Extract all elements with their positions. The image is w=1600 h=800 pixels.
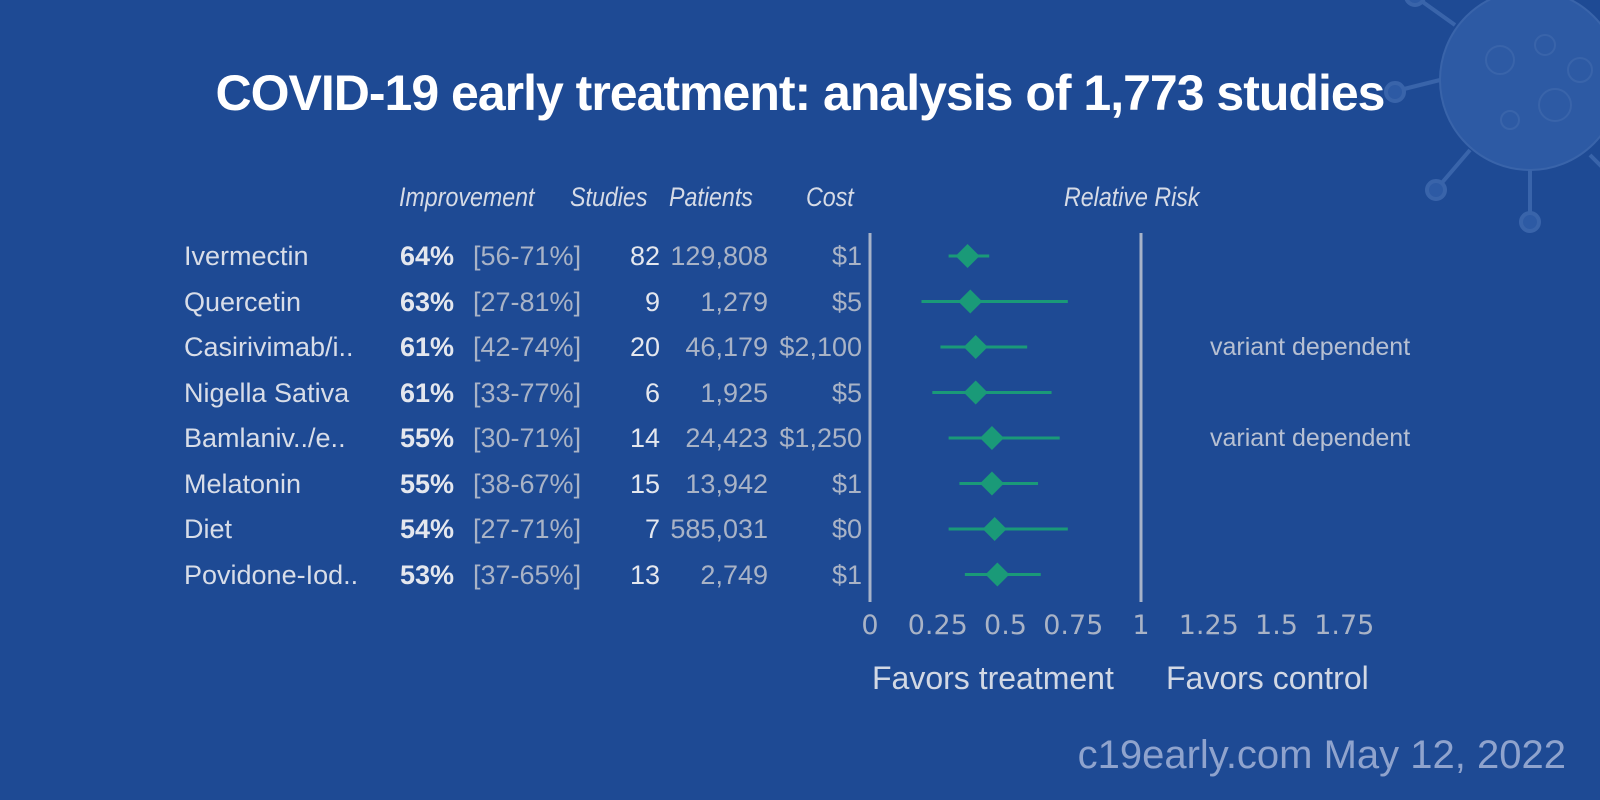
- x-tick-label: 0.75: [1043, 610, 1103, 641]
- source-watermark: c19early.com May 12, 2022: [1077, 733, 1566, 777]
- header-improvement: Improvement: [399, 182, 535, 212]
- x-tick-label: 1.25: [1179, 610, 1239, 641]
- row-name: Diet: [184, 514, 233, 544]
- row-patients: 585,031: [670, 514, 768, 544]
- row-ci: [27-81%]: [473, 286, 582, 317]
- row-improvement: 53%: [400, 559, 455, 590]
- row-name: Povidone-Iod..: [184, 559, 359, 590]
- rr-marker: [982, 517, 1007, 541]
- x-tick-label: 0.25: [908, 610, 968, 641]
- x-tick-label: 1.5: [1255, 610, 1298, 641]
- rr-marker: [979, 471, 1004, 496]
- row-studies: 9: [644, 286, 660, 317]
- header-cost: Cost: [806, 182, 854, 212]
- rr-marker: [955, 244, 980, 268]
- rr-marker: [963, 335, 988, 359]
- row-ci: [38-67%]: [473, 468, 582, 499]
- row-patients: 1,925: [700, 377, 768, 408]
- row-studies: 13: [629, 559, 660, 590]
- row-improvement: 63%: [400, 286, 455, 317]
- header-relative-risk: Relative Risk: [1064, 182, 1200, 212]
- row-improvement: 61%: [400, 332, 455, 362]
- row-name: Nigella Sativa: [184, 377, 350, 408]
- row-improvement: 61%: [400, 377, 455, 408]
- row-cost: $1: [831, 241, 862, 271]
- row-ci: [30-71%]: [473, 423, 582, 453]
- row-patients: 129,808: [670, 241, 768, 271]
- row-ci: [42-74%]: [473, 332, 582, 362]
- x-tick-label: 1.75: [1314, 610, 1374, 641]
- row-ci: [33-77%]: [473, 377, 582, 408]
- row-cost: $1: [831, 559, 862, 590]
- page-title: COVID-19 early treatment: analysis of 1,…: [215, 65, 1386, 121]
- row-patients: 46,179: [685, 332, 768, 362]
- row-studies: 14: [629, 423, 660, 453]
- row-name: Bamlaniv../e..: [184, 423, 346, 453]
- row-name: Ivermectin: [184, 241, 309, 271]
- favors-treatment-label: Favors treatment: [872, 660, 1114, 696]
- coronavirus-illustration: [1384, 0, 1600, 233]
- row-studies: 15: [629, 468, 660, 499]
- row-studies: 82: [629, 241, 660, 271]
- header-patients: Patients: [669, 182, 753, 212]
- row-improvement: 64%: [400, 241, 455, 271]
- x-tick-label: 0: [861, 610, 878, 641]
- row-studies: 20: [629, 332, 660, 362]
- row-note: variant dependent: [1210, 424, 1411, 452]
- row-cost: $5: [831, 286, 862, 317]
- row-cost: $1: [831, 468, 862, 499]
- row-name: Casirivimab/i..: [184, 332, 354, 362]
- rr-marker: [958, 289, 983, 314]
- row-studies: 7: [644, 514, 660, 544]
- row-patients: 1,279: [700, 286, 768, 317]
- rr-marker: [979, 426, 1004, 450]
- row-cost: $0: [831, 514, 862, 544]
- row-patients: 13,942: [685, 468, 768, 499]
- row-note: variant dependent: [1210, 333, 1411, 361]
- rr-marker: [963, 380, 988, 405]
- favors-control-label: Favors control: [1166, 660, 1369, 696]
- row-patients: 2,749: [700, 559, 768, 590]
- x-tick-label: 0.5: [984, 610, 1027, 641]
- header-studies: Studies: [570, 182, 648, 212]
- row-patients: 24,423: [685, 423, 768, 453]
- row-improvement: 55%: [400, 423, 455, 453]
- row-name: Quercetin: [184, 286, 302, 317]
- row-improvement: 54%: [400, 514, 455, 544]
- row-ci: [37-65%]: [473, 559, 582, 590]
- row-cost: $5: [831, 377, 862, 408]
- row-ci: [27-71%]: [473, 514, 582, 544]
- row-ci: [56-71%]: [473, 241, 582, 271]
- row-name: Melatonin: [184, 468, 302, 499]
- row-cost: $1,250: [779, 423, 862, 453]
- row-studies: 6: [644, 377, 660, 408]
- row-improvement: 55%: [400, 468, 455, 499]
- rr-marker: [985, 562, 1010, 587]
- row-cost: $2,100: [779, 332, 862, 362]
- x-tick-label: 1: [1132, 610, 1149, 641]
